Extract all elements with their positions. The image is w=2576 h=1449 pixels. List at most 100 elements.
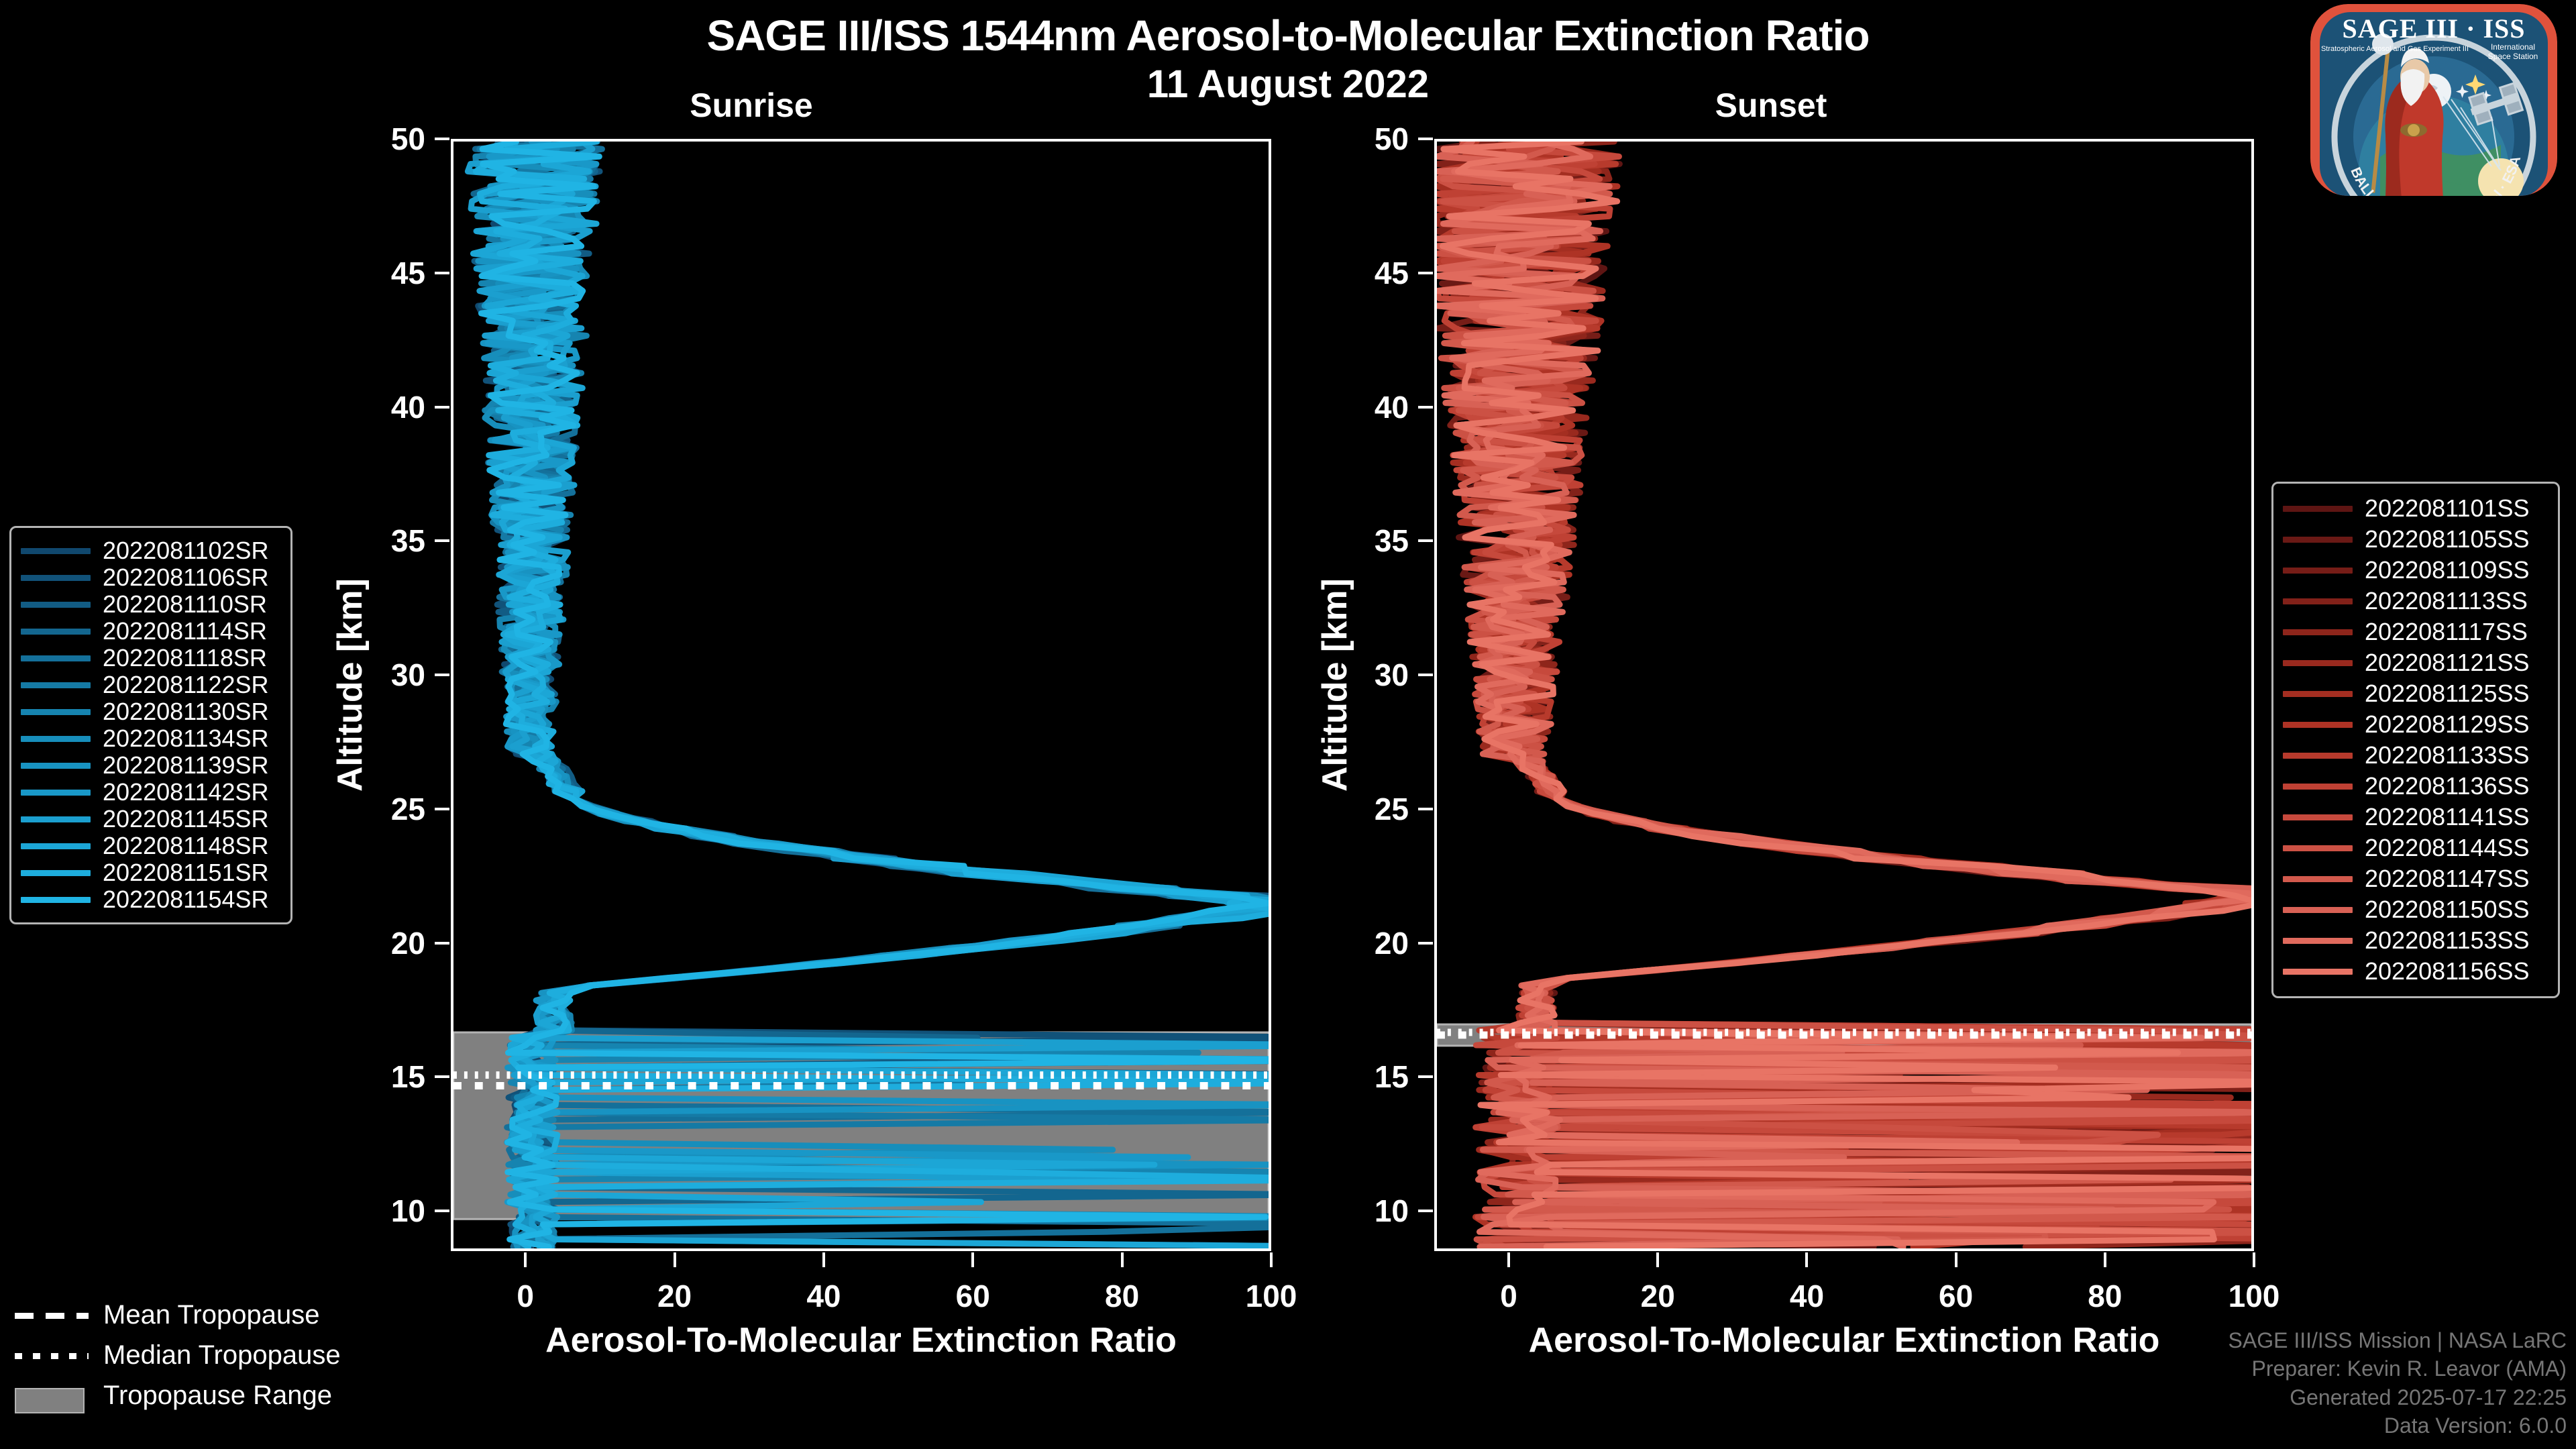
xtick-label: 20	[657, 1279, 692, 1313]
ytick-label: 40	[390, 389, 425, 425]
legend-color-swatch	[2283, 937, 2353, 944]
xtick-mark	[1270, 1252, 1273, 1267]
legend-sunrise-item[interactable]: 2022081130SR	[21, 698, 278, 725]
ytick-mark	[435, 539, 449, 543]
legend-sunrise-item[interactable]: 2022081102SR	[21, 537, 278, 564]
legend-item-label: 2022081105SS	[2365, 525, 2530, 553]
xtick-mark	[2253, 1252, 2255, 1267]
ytick-label: 30	[1374, 657, 1409, 693]
legend-item-label: 2022081150SS	[2365, 896, 2530, 923]
legend-sunset-item[interactable]: 2022081109SS	[2283, 555, 2546, 586]
legend-sunset-item[interactable]: 2022081147SS	[2283, 863, 2546, 894]
legend-color-swatch	[2283, 598, 2353, 604]
legend-sunset[interactable]: 2022081101SS 2022081105SS 2022081109SS 2022…	[2271, 482, 2560, 998]
legend-sunset-item[interactable]: 2022081129SS	[2283, 709, 2546, 740]
ytick-mark	[1418, 807, 1433, 810]
xtick-label: 40	[806, 1279, 841, 1313]
xtick-mark	[2103, 1252, 2106, 1267]
legend-sunrise-item[interactable]: 2022081139SR	[21, 751, 278, 779]
ytick-mark	[435, 1210, 449, 1213]
legend-color-swatch	[2283, 783, 2353, 790]
legend-sunset-item[interactable]: 2022081136SS	[2283, 771, 2546, 802]
legend-sunrise-item[interactable]: 2022081118SR	[21, 644, 278, 672]
panel-title-sunset: Sunset	[1715, 87, 1827, 124]
ytick-mark	[1418, 405, 1433, 409]
ytick-label: 20	[390, 925, 425, 961]
legend-sunrise-item[interactable]: 2022081151SR	[21, 859, 278, 886]
xtick-label: 60	[955, 1279, 990, 1313]
legend-color-swatch	[2283, 690, 2353, 697]
legend-color-swatch	[2283, 875, 2353, 882]
panel-title-sunrise: Sunrise	[690, 87, 813, 124]
ytick-label: 15	[390, 1059, 425, 1095]
legend-sunrise[interactable]: 2022081102SR 2022081106SR 2022081110SR 2022…	[9, 526, 292, 924]
legend-sunrise-item[interactable]: 2022081106SR	[21, 564, 278, 591]
legend-sunset-item[interactable]: 2022081113SS	[2283, 586, 2546, 616]
legend-item-label: 2022081130SR	[103, 698, 269, 725]
credits-line: SAGE III/ISS Mission | NASA LaRC	[2228, 1328, 2567, 1353]
ytick-label: 10	[390, 1193, 425, 1229]
legend-sunset-item[interactable]: 2022081117SS	[2283, 616, 2546, 647]
legend-sunset-item[interactable]: 2022081105SS	[2283, 524, 2546, 555]
plot-sunrise-canvas	[453, 142, 1269, 1248]
legend-item-label: 2022081139SR	[103, 751, 269, 779]
legend-color-swatch	[2283, 906, 2353, 913]
plot-sunset	[1434, 139, 2254, 1251]
legend-sunset-item[interactable]: 2022081121SS	[2283, 647, 2546, 678]
legend-item-label: 2022081133SS	[2365, 741, 2530, 769]
legend-sunset-item[interactable]: 2022081150SS	[2283, 894, 2546, 925]
legend-item-label: 2022081136SS	[2365, 772, 2530, 800]
xtick-label: 0	[1500, 1279, 1517, 1313]
legend-sunrise-item[interactable]: 2022081145SR	[21, 805, 278, 833]
legend-color-swatch	[21, 628, 91, 635]
legend-color-swatch	[2283, 814, 2353, 820]
legend-item-label: 2022081147SS	[2365, 865, 2530, 892]
ytick-mark	[435, 271, 449, 274]
legend-sunset-item[interactable]: 2022081101SS	[2283, 493, 2546, 524]
ytick-mark	[435, 807, 449, 810]
legend-sunrise-item[interactable]: 2022081110SR	[21, 590, 278, 618]
ytick-mark	[1418, 941, 1433, 945]
range-band-icon	[15, 1385, 89, 1413]
legend-sunrise-item[interactable]: 2022081114SR	[21, 617, 278, 645]
legend-item-label: 2022081117SS	[2365, 618, 2528, 645]
ytick-label: 35	[1374, 523, 1409, 559]
ytick-mark	[1418, 1075, 1433, 1079]
legend-color-swatch	[21, 655, 91, 661]
tropopause-key: Mean Tropopause Median Tropopause Tropopau…	[15, 1295, 390, 1415]
legend-sunset-item[interactable]: 2022081125SS	[2283, 678, 2546, 709]
legend-sunrise-item[interactable]: 2022081142SR	[21, 778, 278, 806]
legend-color-swatch	[2283, 752, 2353, 759]
legend-item-label: 2022081110SR	[103, 590, 267, 618]
legend-sunset-item[interactable]: 2022081153SS	[2283, 925, 2546, 956]
legend-color-swatch	[21, 816, 91, 822]
legend-sunrise-item[interactable]: 2022081154SR	[21, 885, 278, 913]
legend-sunrise-item[interactable]: 2022081122SR	[21, 671, 278, 698]
legend-sunrise-item[interactable]: 2022081148SR	[21, 832, 278, 859]
xtick-label: 100	[2228, 1279, 2280, 1313]
legend-sunset-item[interactable]: 2022081133SS	[2283, 740, 2546, 771]
legend-sunset-item[interactable]: 2022081144SS	[2283, 833, 2546, 863]
ytick-mark	[1418, 271, 1433, 274]
ytick-mark	[435, 138, 449, 140]
legend-color-swatch	[2283, 567, 2353, 574]
legend-color-swatch	[21, 708, 91, 715]
legend-item-label: 2022081129SS	[2365, 710, 2530, 738]
dashed-line-icon	[15, 1305, 89, 1325]
yaxis-title-sunrise: Altitude [km]	[331, 578, 370, 792]
xtick-label: 0	[517, 1279, 534, 1313]
legend-sunset-item[interactable]: 2022081156SS	[2283, 956, 2546, 987]
legend-color-swatch	[21, 547, 91, 554]
legend-sunset-item[interactable]: 2022081141SS	[2283, 802, 2546, 833]
dotted-line-icon	[15, 1345, 89, 1365]
ytick-mark	[435, 674, 449, 677]
legend-item-label: 2022081156SS	[2365, 957, 2530, 985]
legend-color-swatch	[21, 896, 91, 903]
tropopause-key-item: Mean Tropopause	[15, 1295, 390, 1335]
legend-sunrise-item[interactable]: 2022081134SR	[21, 724, 278, 752]
xtick-label: 100	[1245, 1279, 1297, 1313]
legend-item-label: 2022081153SS	[2365, 926, 2530, 954]
ytick-label: 45	[1374, 255, 1409, 290]
ytick-label: 50	[1374, 121, 1409, 156]
legend-color-swatch	[2283, 721, 2353, 728]
